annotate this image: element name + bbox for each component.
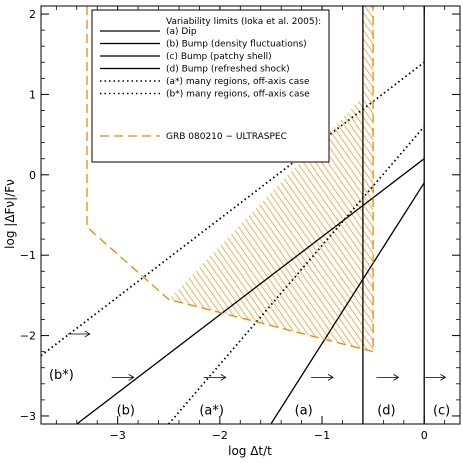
arrow-1: [111, 374, 135, 381]
legend-label-5: (b*) many regions, off-axis case: [166, 90, 310, 100]
legend-label-1: (b) Bump (density fluctuations): [166, 40, 307, 50]
series-layer: [41, 6, 425, 424]
arrow-0: [67, 330, 91, 338]
legend-title: Variability limits (Ioka et al. 2005):: [166, 17, 321, 27]
legend-label-6: GRB 080210 − ULTRASPEC: [166, 132, 287, 142]
arrow-2: [203, 374, 227, 381]
y-tick-label-2: −1: [20, 249, 36, 262]
legend-label-2: (c) Bump (patchy shell): [166, 52, 272, 62]
series-line-1: [76, 158, 425, 424]
annotation-4: (d): [377, 404, 395, 419]
arrow-3: [311, 374, 334, 381]
plot-frame: [40, 5, 461, 425]
x-tick-label-0: −3: [110, 429, 126, 442]
hatched-region: [168, 6, 374, 352]
x-axis-label: log Δt/t: [228, 444, 272, 458]
legend-box: [91, 9, 330, 163]
tick-layer: −3 −2 −1 0 −3 −2 −1 0 1 2: [20, 6, 460, 442]
annotation-2: (a*): [199, 404, 224, 419]
legend-label-4: (a*) many regions, off-axis case: [166, 77, 310, 87]
legend: Variability limits (Ioka et al. 2005): (…: [91, 9, 330, 163]
y-axis-label: log |ΔFν|/Fν: [3, 179, 17, 249]
annotation-3: (a): [295, 404, 313, 419]
y-tick-label-5: 2: [29, 8, 36, 21]
annotation-0: (b*): [49, 368, 74, 383]
arrow-5: [423, 374, 447, 381]
y-tick-label-1: −2: [20, 330, 36, 343]
legend-label-0: (a) Dip: [166, 27, 197, 37]
series-line-6: [86, 6, 374, 353]
y-tick-label-3: 0: [29, 169, 36, 182]
plot-area: (b*) (b) (a*) (a) (d) (c): [41, 6, 450, 424]
x-tick-label-1: −2: [212, 429, 228, 442]
series-line-0: [270, 182, 425, 424]
arrow-layer: [67, 330, 447, 381]
y-tick-label-4: 1: [29, 88, 36, 101]
legend-label-3: (d) Bump (refreshed shock): [166, 65, 290, 75]
legend-entries: (a) Dip (b) Bump (density fluctuations) (c…: [100, 27, 310, 142]
arrow-4: [376, 374, 400, 381]
annot-layer: (b*) (b) (a*) (a) (d) (c): [49, 368, 450, 418]
annotation-5: (c): [433, 404, 450, 419]
y-tick-label-0: −3: [20, 410, 36, 423]
annotation-1: (b): [117, 404, 135, 419]
x-tick-label-3: 0: [421, 429, 428, 442]
x-tick-label-2: −1: [314, 429, 330, 442]
